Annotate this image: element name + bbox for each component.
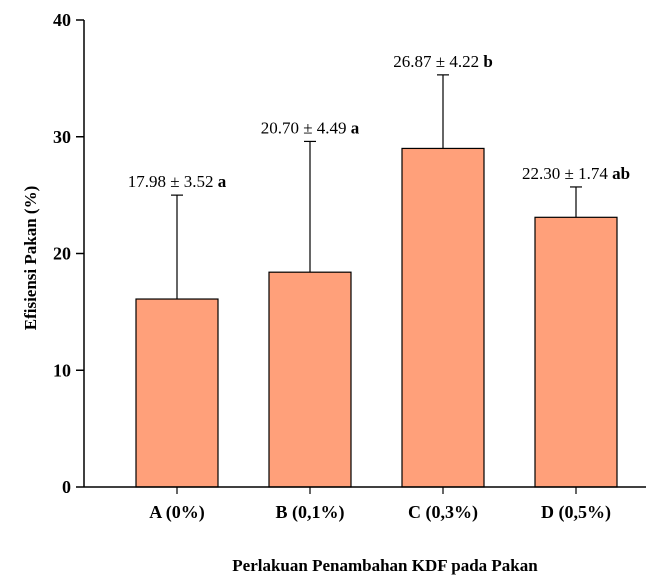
x-tick-label: B (0,1%) xyxy=(276,502,345,523)
x-ticks-layer: A (0%) B (0,1%) C (0,3%) D (0,5%) xyxy=(149,487,611,523)
x-tick-label: A (0%) xyxy=(149,502,205,523)
data-label: 17.98 ± 3.52 a xyxy=(128,172,227,191)
data-labels-layer: 17.98 ± 3.52 a 20.70 ± 4.49 a 26.87 ± 4.22… xyxy=(128,52,630,191)
y-tick-label: 10 xyxy=(53,360,71,380)
x-axis-title: Perlakuan Penambahan KDF pada Pakan xyxy=(232,556,538,575)
y-tick-label: 0 xyxy=(62,477,71,497)
data-label: 26.87 ± 4.22 b xyxy=(393,52,493,71)
data-label: 22.30 ± 1.74 ab xyxy=(522,164,630,183)
bar xyxy=(135,298,219,488)
error-bars-layer xyxy=(171,74,582,300)
y-axis-title: Efisiensi Pakan (%) xyxy=(21,186,40,331)
bars-layer xyxy=(135,147,618,488)
bar xyxy=(268,271,352,488)
data-label: 20.70 ± 4.49 a xyxy=(261,118,360,137)
y-tick-label: 40 xyxy=(53,10,71,30)
bar xyxy=(534,216,618,488)
bar xyxy=(401,147,485,488)
y-ticks-layer: 0 10 20 30 40 xyxy=(53,10,84,497)
y-tick-label: 20 xyxy=(53,244,71,264)
x-tick-label: C (0,3%) xyxy=(408,502,478,523)
y-tick-label: 30 xyxy=(53,127,71,147)
x-tick-label: D (0,5%) xyxy=(541,502,611,523)
